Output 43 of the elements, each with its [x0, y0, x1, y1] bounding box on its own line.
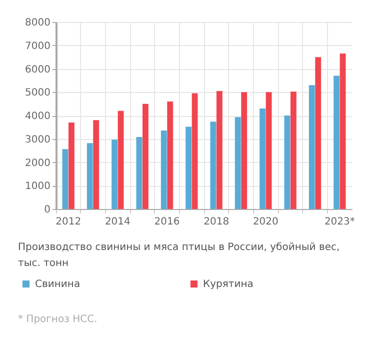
bar: [266, 92, 272, 209]
x-tick-label: 2023*: [324, 216, 355, 228]
bar: [112, 140, 118, 209]
y-tick-label: 0: [44, 204, 50, 216]
bar: [234, 117, 241, 209]
bar: [210, 122, 216, 209]
y-tick-label: 6000: [25, 64, 50, 76]
y-tick-label: 3000: [25, 134, 50, 146]
bar: [93, 120, 100, 209]
x-tick-label: 2014: [104, 216, 130, 228]
legend-label: Свинина: [35, 279, 80, 290]
x-tick-label: 2016: [154, 216, 180, 228]
legend-label: Курятина: [203, 279, 254, 290]
x-tick-label: 2020: [252, 216, 278, 228]
bar: [62, 149, 68, 209]
bar: [68, 122, 74, 209]
bar: [216, 90, 222, 209]
bar: [290, 92, 296, 209]
y-tick-label: 8000: [25, 18, 50, 28]
bar: [315, 57, 322, 209]
bar: [86, 143, 93, 209]
text: * Прогноз НСС.: [18, 314, 98, 325]
y-tick-label: 7000: [25, 40, 50, 52]
bar: [334, 76, 340, 209]
bar: [167, 101, 174, 209]
bar: [160, 130, 167, 209]
y-tick-label: 1000: [25, 181, 50, 192]
x-tick-label: 2018: [204, 216, 230, 228]
bar: [241, 92, 248, 209]
bar: [136, 137, 142, 209]
bar: [260, 108, 266, 209]
y-tick-label: 5000: [25, 88, 50, 99]
y-tick-label: 4000: [25, 111, 50, 122]
y-tick-label: 2000: [25, 158, 50, 169]
bar: [192, 93, 198, 209]
text: Производство свинины и мяса птицы в России, убойный вес, тыс. тонн: [18, 241, 341, 271]
bar: [142, 104, 148, 209]
bar: [308, 85, 315, 209]
bar: [186, 126, 192, 209]
bar: [340, 54, 346, 209]
bar: [284, 116, 290, 209]
bar: [118, 110, 124, 209]
x-tick-label: 2012: [56, 216, 82, 228]
